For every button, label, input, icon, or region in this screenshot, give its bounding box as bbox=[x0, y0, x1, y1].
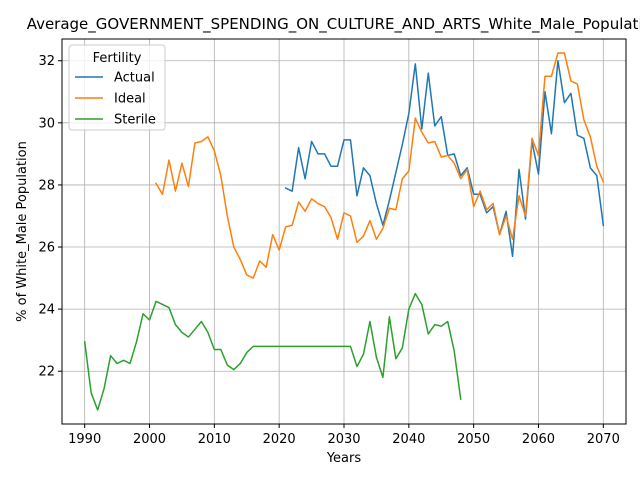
x-tick-label: 2050 bbox=[457, 432, 490, 447]
series-line-ideal bbox=[154, 52, 605, 279]
chart-title: Average_GOVERNMENT_SPENDING_ON_CULTURE_A… bbox=[27, 15, 640, 34]
y-tick-label: 30 bbox=[38, 116, 55, 131]
x-tick-label: 2020 bbox=[263, 432, 296, 447]
x-tick-label: 2060 bbox=[522, 432, 555, 447]
legend-box bbox=[68, 44, 166, 131]
x-tick-label: 1990 bbox=[68, 432, 101, 447]
x-tick-label: 2070 bbox=[587, 432, 620, 447]
x-tick-label: 2000 bbox=[133, 432, 166, 447]
x-tick-label: 2010 bbox=[198, 432, 231, 447]
legend: Fertility Actual Ideal Sterile bbox=[68, 44, 166, 131]
series-lines bbox=[83, 52, 605, 411]
legend-label-ideal: Ideal bbox=[114, 92, 146, 107]
y-axis-label: % of White_Male Population bbox=[15, 141, 30, 322]
legend-entries: Actual Ideal Sterile bbox=[75, 71, 156, 128]
y-tick-label: 24 bbox=[38, 303, 55, 318]
x-axis-ticks: 1990 2000 2010 2020 2030 2040 2050 2060 2070 bbox=[68, 424, 620, 447]
y-tick-label: 26 bbox=[38, 241, 55, 256]
y-tick-label: 28 bbox=[38, 178, 55, 193]
x-tick-label: 2030 bbox=[327, 432, 360, 447]
y-tick-label: 22 bbox=[38, 365, 55, 380]
y-tick-label: 32 bbox=[38, 54, 55, 69]
x-axis-label: Years bbox=[326, 451, 362, 466]
grid bbox=[62, 39, 626, 424]
legend-title: Fertility bbox=[93, 51, 142, 66]
series-line-actual bbox=[284, 59, 605, 258]
y-axis-ticks: 22 24 26 28 30 32 bbox=[38, 54, 62, 380]
x-tick-label: 2040 bbox=[392, 432, 425, 447]
legend-label-actual: Actual bbox=[114, 71, 155, 86]
legend-label-sterile: Sterile bbox=[114, 113, 156, 128]
series-line-sterile bbox=[83, 292, 462, 411]
